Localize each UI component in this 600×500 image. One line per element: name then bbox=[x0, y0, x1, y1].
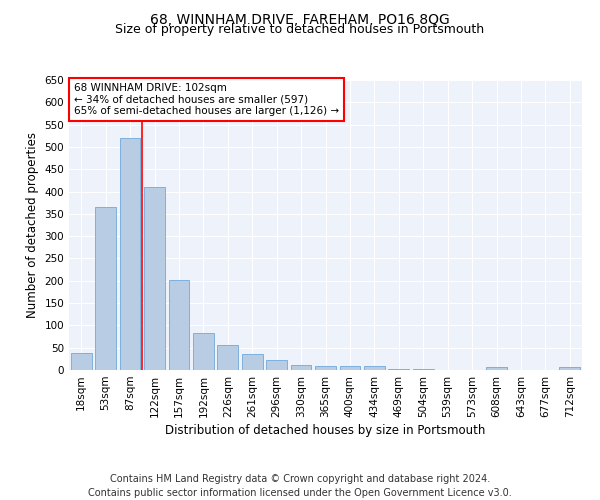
Bar bbox=[242, 354, 263, 370]
Text: 68, WINNHAM DRIVE, FAREHAM, PO16 8QG: 68, WINNHAM DRIVE, FAREHAM, PO16 8QG bbox=[150, 12, 450, 26]
Bar bbox=[559, 368, 580, 370]
Bar bbox=[388, 369, 409, 370]
Text: 68 WINNHAM DRIVE: 102sqm
← 34% of detached houses are smaller (597)
65% of semi-: 68 WINNHAM DRIVE: 102sqm ← 34% of detach… bbox=[74, 83, 339, 116]
Bar bbox=[315, 366, 336, 370]
Y-axis label: Number of detached properties: Number of detached properties bbox=[26, 132, 39, 318]
Bar bbox=[144, 187, 165, 370]
Bar bbox=[290, 365, 311, 370]
Bar bbox=[169, 280, 190, 370]
Bar bbox=[364, 366, 385, 370]
Bar bbox=[413, 369, 434, 370]
Bar bbox=[340, 366, 361, 370]
Bar bbox=[217, 346, 238, 370]
Bar bbox=[486, 368, 507, 370]
Text: Contains HM Land Registry data © Crown copyright and database right 2024.
Contai: Contains HM Land Registry data © Crown c… bbox=[88, 474, 512, 498]
Bar bbox=[95, 207, 116, 370]
X-axis label: Distribution of detached houses by size in Portsmouth: Distribution of detached houses by size … bbox=[166, 424, 485, 437]
Bar bbox=[119, 138, 140, 370]
Bar bbox=[193, 333, 214, 370]
Text: Size of property relative to detached houses in Portsmouth: Size of property relative to detached ho… bbox=[115, 23, 485, 36]
Bar bbox=[71, 353, 92, 370]
Bar bbox=[266, 360, 287, 370]
